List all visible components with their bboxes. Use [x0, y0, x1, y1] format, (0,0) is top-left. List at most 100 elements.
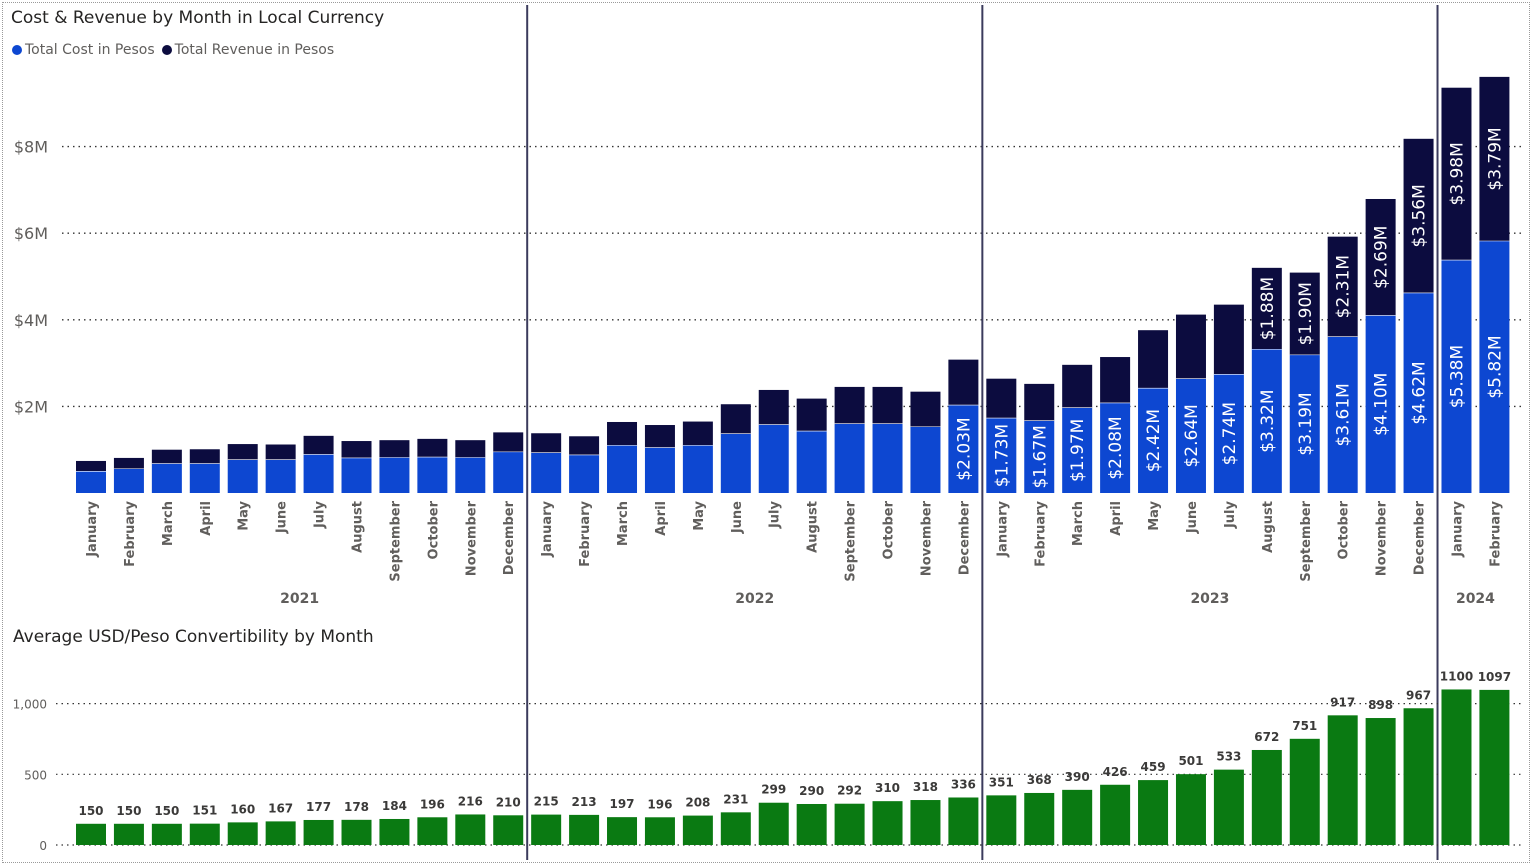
cost-bar	[303, 454, 334, 493]
cost-data-label: $5.38M	[1447, 345, 1467, 408]
rate-data-label: 178	[344, 800, 369, 814]
rate-bar	[834, 803, 865, 845]
revenue-data-label: $1.90M	[1296, 282, 1316, 345]
revenue-bar	[834, 386, 865, 424]
cost-bar	[644, 447, 675, 493]
month-tick-label: March	[1071, 501, 1086, 546]
rate-data-label: 196	[420, 797, 445, 811]
cost-bar	[1100, 402, 1131, 493]
cost-data-label: $1.73M	[992, 424, 1012, 487]
rate-bar	[1289, 738, 1320, 845]
rate-bar	[948, 797, 979, 845]
month-tick-label: March	[161, 501, 176, 546]
rate-data-label: 150	[154, 804, 179, 818]
cost-bar	[986, 418, 1017, 493]
month-tick-label: January	[1450, 500, 1465, 557]
cost-bar	[189, 463, 220, 493]
month-tick-label: September	[1299, 500, 1314, 581]
top-y-tick-label: $2M	[14, 397, 48, 416]
rate-data-label: 215	[534, 795, 559, 809]
revenue-bar	[379, 440, 410, 458]
rate-bar	[227, 822, 258, 845]
revenue-data-label: $3.56M	[1410, 184, 1430, 247]
legend-item-cost[interactable]: Total Cost in Pesos	[12, 42, 155, 58]
revenue-bar	[758, 389, 789, 425]
rate-data-label: 290	[799, 784, 824, 798]
revenue-bar	[1024, 383, 1055, 421]
rate-data-label: 751	[1292, 719, 1317, 733]
cost-bar	[1327, 336, 1358, 493]
rate-data-label: 299	[761, 783, 786, 797]
revenue-bar	[948, 359, 979, 406]
month-tick-label: June	[1185, 501, 1200, 534]
cost-bar	[1365, 315, 1396, 493]
top-y-tick-label: $4M	[14, 311, 48, 330]
month-tick-label: May	[692, 500, 707, 530]
month-tick-label: August	[806, 501, 821, 553]
month-tick-label: October	[882, 500, 897, 559]
rate-bar	[1365, 718, 1396, 845]
rate-bar	[1327, 715, 1358, 845]
rate-bar	[417, 817, 448, 845]
rate-data-label: 1100	[1440, 669, 1473, 683]
cost-bar	[1138, 388, 1169, 493]
month-tick-label: May	[1147, 500, 1162, 530]
month-tick-label: August	[351, 501, 366, 553]
revenue-data-label: $1.88M	[1258, 277, 1278, 340]
rate-data-label: 1097	[1478, 670, 1511, 684]
rate-data-label: 196	[647, 797, 672, 811]
cost-revenue-chart-title: Cost & Revenue by Month in Local Currenc…	[11, 8, 385, 28]
revenue-bar	[569, 436, 600, 455]
rate-bar	[1100, 784, 1131, 845]
rate-data-label: 459	[1141, 760, 1166, 774]
bottom-y-tick-label: 0	[39, 839, 47, 853]
legend-item-revenue[interactable]: Total Revenue in Pesos	[161, 42, 334, 58]
revenue-bar	[455, 440, 486, 458]
month-tick-label: April	[199, 501, 214, 536]
cost-bar	[1289, 354, 1320, 493]
revenue-bar	[1479, 76, 1510, 241]
rate-data-label: 184	[382, 799, 407, 813]
revenue-bar	[189, 449, 220, 464]
cost-bar	[417, 457, 448, 493]
cost-bar	[341, 457, 372, 493]
cost-bar	[1062, 407, 1093, 493]
cost-bar	[872, 423, 903, 493]
cost-bar	[493, 451, 524, 493]
revenue-bar	[986, 378, 1017, 419]
rate-data-label: 672	[1254, 730, 1279, 744]
revenue-bar	[720, 404, 751, 434]
rate-data-label: 917	[1330, 695, 1355, 709]
month-tick-label: May	[237, 500, 252, 530]
rate-data-label: 216	[458, 794, 483, 808]
cost-data-label: $4.10M	[1372, 373, 1392, 436]
revenue-bar	[417, 438, 448, 458]
rate-data-label: 351	[989, 775, 1014, 789]
bottom-y-tick-label: 1,000	[13, 698, 47, 712]
revenue-bar	[1213, 304, 1244, 375]
rate-bar	[189, 823, 220, 845]
month-tick-label: October	[1337, 500, 1352, 559]
cost-data-label: $1.67M	[1030, 425, 1050, 488]
revenue-bar	[493, 432, 524, 452]
rate-data-label: 167	[268, 801, 293, 815]
cost-bar	[569, 454, 600, 493]
rate-data-label: 292	[837, 784, 862, 798]
revenue-bar	[1062, 364, 1093, 408]
revenue-bar	[682, 421, 713, 446]
month-tick-label: June	[275, 501, 290, 534]
rate-bar	[341, 819, 372, 845]
cost-bar	[151, 463, 182, 493]
year-group-label: 2023	[1190, 591, 1229, 607]
rate-bar	[720, 812, 751, 845]
month-tick-label: January	[995, 500, 1010, 557]
bottom-y-tick-label: 500	[24, 768, 47, 782]
revenue-bar	[76, 460, 106, 472]
rate-data-label: 533	[1216, 750, 1241, 764]
rate-bar	[113, 823, 144, 845]
rate-data-label: 336	[951, 777, 976, 791]
year-group-label: 2022	[735, 591, 774, 607]
rate-data-label: 310	[875, 781, 900, 795]
